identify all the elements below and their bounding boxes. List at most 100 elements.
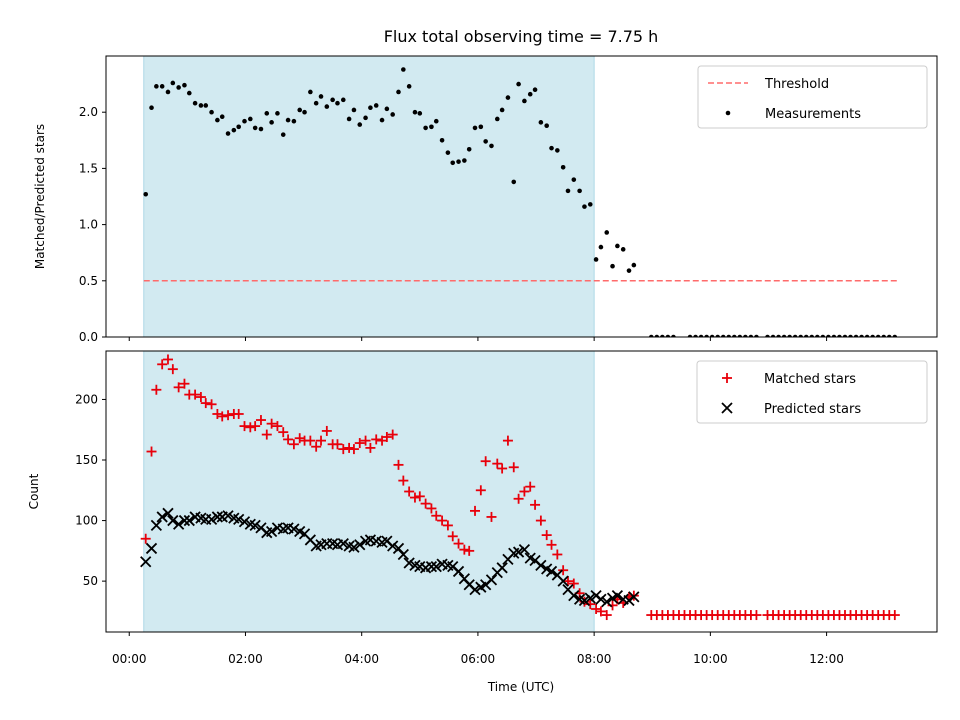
measurement-point <box>826 334 831 337</box>
measurement-point <box>560 164 566 170</box>
matched-star-point <box>393 459 404 470</box>
predicted-star-point <box>156 511 168 523</box>
measurement-point <box>538 120 544 125</box>
measurement-point <box>215 117 220 123</box>
marker-stroke <box>425 560 438 573</box>
legend: Matched stars Predicted stars <box>696 360 928 424</box>
predicted-star-point <box>233 513 245 525</box>
matched-star-point <box>157 359 168 370</box>
measurement-point <box>198 103 204 108</box>
matched-star-point <box>398 475 409 486</box>
measurement-point <box>798 334 804 337</box>
measurement-point <box>671 334 676 337</box>
y-tick-label: 50 <box>83 574 98 588</box>
predicted-star-point <box>150 519 163 532</box>
measurement-point <box>143 191 149 197</box>
legend-label: Predicted stars <box>764 402 861 417</box>
marker-stroke <box>469 583 481 596</box>
measurement-point <box>792 334 798 337</box>
marker-stroke <box>551 569 563 581</box>
marker-stroke <box>529 554 541 567</box>
legend-label: Threshold <box>764 77 829 92</box>
marker-stroke <box>387 540 399 552</box>
matched-star-point <box>360 435 371 446</box>
matched-star-point <box>535 515 546 526</box>
predicted-star-point <box>403 557 415 569</box>
measurement-point <box>192 100 198 106</box>
x-axis-label: Time (UTC) <box>487 680 554 694</box>
marker-stroke <box>271 522 284 534</box>
measurement-point <box>396 89 401 95</box>
marker-stroke <box>541 563 553 575</box>
matched-star-point <box>206 399 217 410</box>
matched-star-point <box>266 418 277 429</box>
matched-star-point <box>217 411 228 422</box>
matched-star-point <box>442 520 453 531</box>
matched-star-point <box>591 603 602 614</box>
predicted-star-point <box>183 514 195 527</box>
measurement-point <box>412 109 418 115</box>
measurement-point <box>870 334 875 337</box>
matched-star-point <box>889 610 900 621</box>
marker-stroke <box>463 579 475 591</box>
marker-stroke <box>442 559 454 572</box>
y-tick-label: 200 <box>75 392 98 406</box>
matched-star-point <box>459 544 470 555</box>
marker-stroke <box>557 575 569 587</box>
matched-star-point <box>371 434 382 445</box>
y-tick-label: 100 <box>75 514 98 528</box>
predicted-star-point <box>430 560 442 573</box>
predicted-star-point <box>178 514 191 527</box>
marker-stroke <box>573 593 586 605</box>
matched-star-point <box>365 442 376 453</box>
matched-star-point <box>502 435 513 446</box>
matched-star-point <box>283 434 294 445</box>
marker-stroke <box>249 519 261 532</box>
measurement-point <box>472 125 478 131</box>
predicted-star-point <box>288 523 300 535</box>
legend-label: Measurements <box>765 107 861 122</box>
measurement-point <box>351 107 357 113</box>
matched-star-point <box>332 439 343 450</box>
measurement-point <box>709 334 715 337</box>
measurement-point <box>698 334 704 337</box>
matched-star-point <box>552 549 563 560</box>
matched-star-point <box>562 576 573 587</box>
marker-stroke <box>162 507 174 519</box>
measurement-point <box>881 334 887 337</box>
matched-star-point <box>475 485 486 496</box>
measurement-point <box>516 81 521 87</box>
y-tick-label: 150 <box>75 453 98 467</box>
predicted-star-point <box>469 583 481 596</box>
matched-star-point <box>179 378 190 389</box>
legend: Threshold Measurements <box>697 65 928 129</box>
chart-title: Flux total observing time = 7.75 h <box>384 27 659 46</box>
predicted-star-point <box>512 546 525 558</box>
measurement-point <box>433 118 439 124</box>
measurement-point <box>654 334 660 337</box>
measurement-point <box>754 334 759 337</box>
matched-star-point <box>305 435 316 446</box>
marker-stroke <box>304 534 316 546</box>
matched-star-point <box>546 539 557 550</box>
predicted-star-point <box>140 556 152 568</box>
marker-stroke <box>562 583 574 596</box>
matched-star-point <box>239 421 250 432</box>
measurement-point <box>248 116 253 122</box>
measurement-point <box>462 158 467 163</box>
measurement-point <box>429 124 434 130</box>
x-tick-label: 08:00 <box>577 652 612 666</box>
matched-star-point <box>344 442 355 453</box>
marker-stroke <box>222 510 234 522</box>
measurement-point <box>439 138 445 143</box>
predicted-star-point <box>387 540 399 552</box>
measurement-point <box>252 125 258 131</box>
measurement-point <box>445 150 451 155</box>
measurement-point <box>313 100 319 106</box>
measurement-point <box>269 120 274 125</box>
measurement-point <box>776 334 781 337</box>
measurement-point <box>809 334 815 337</box>
measurement-point <box>324 104 330 109</box>
measurement-point <box>379 117 385 123</box>
